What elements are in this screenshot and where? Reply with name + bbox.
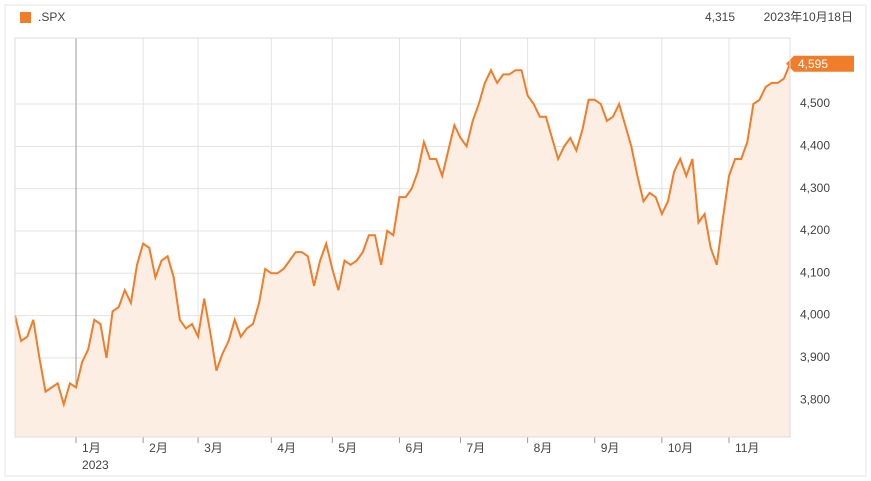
x-tick-label: 9月 <box>601 441 620 455</box>
x-tick-label: 1月 <box>82 441 101 455</box>
y-tick-label: 4,000 <box>800 308 830 322</box>
y-tick-label: 4,100 <box>800 265 830 279</box>
x-tick-label: 5月 <box>338 441 357 455</box>
header-value: 4,315 <box>705 10 735 24</box>
x-tick-label: 7月 <box>466 441 485 455</box>
plot-frame <box>14 37 791 438</box>
x-tick-label: 2月 <box>149 441 168 455</box>
y-tick-label: 4,400 <box>800 138 830 152</box>
y-tick-label: 3,800 <box>800 392 830 406</box>
x-tick-label: 10月 <box>668 441 693 455</box>
header-date: 2023年10月18日 <box>764 10 853 24</box>
y-tick-label: 4,300 <box>800 181 830 195</box>
x-tick-label: 4月 <box>277 441 296 455</box>
y-tick-label: 4,200 <box>800 223 830 237</box>
x-tick-label: 8月 <box>534 441 553 455</box>
legend-swatch <box>20 12 31 23</box>
x-tick-label: 3月 <box>204 441 223 455</box>
price-label: 4,595 <box>798 57 828 71</box>
line <box>14 63 791 409</box>
chart-frame <box>4 4 867 477</box>
area <box>15 63 790 438</box>
price-tag <box>786 55 854 72</box>
y-tick-label: 3,900 <box>800 350 830 364</box>
legend-label: .SPX <box>38 10 65 24</box>
y-tick-label: 4,500 <box>800 96 830 110</box>
year-label: 2023 <box>82 458 109 472</box>
x-tick-label: 11月 <box>735 441 759 455</box>
x-tick-label: 6月 <box>405 441 424 455</box>
